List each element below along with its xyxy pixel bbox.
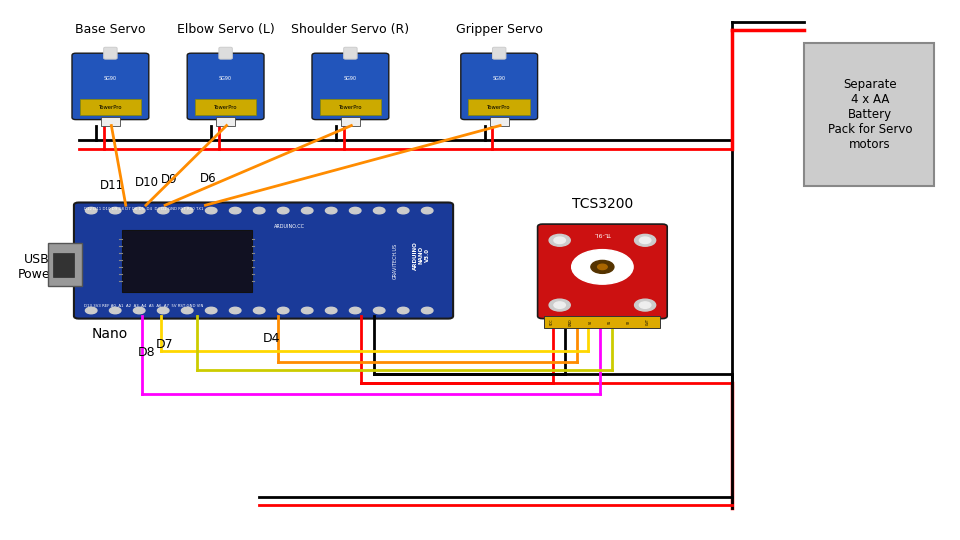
Circle shape	[397, 207, 409, 214]
FancyBboxPatch shape	[490, 117, 509, 126]
Text: GRAVITECH.US: GRAVITECH.US	[393, 242, 398, 279]
Circle shape	[181, 307, 193, 314]
FancyBboxPatch shape	[216, 117, 235, 126]
Circle shape	[301, 307, 313, 314]
Circle shape	[421, 207, 433, 214]
Text: S0: S0	[588, 320, 592, 324]
Text: TL-9L: TL-9L	[594, 231, 611, 236]
Circle shape	[635, 299, 656, 311]
Circle shape	[349, 207, 361, 214]
Text: SG90: SG90	[344, 76, 357, 81]
Circle shape	[554, 237, 565, 244]
Circle shape	[133, 207, 145, 214]
Text: D10: D10	[135, 176, 159, 189]
Circle shape	[590, 260, 614, 273]
Text: D6: D6	[200, 172, 216, 185]
FancyBboxPatch shape	[101, 117, 120, 126]
Circle shape	[325, 307, 337, 314]
Text: SG90: SG90	[104, 76, 117, 81]
FancyBboxPatch shape	[320, 99, 381, 116]
FancyBboxPatch shape	[122, 230, 252, 292]
FancyBboxPatch shape	[461, 53, 538, 120]
FancyBboxPatch shape	[53, 253, 74, 277]
Circle shape	[373, 207, 385, 214]
Circle shape	[349, 307, 361, 314]
Circle shape	[554, 302, 565, 308]
Circle shape	[229, 307, 241, 314]
Circle shape	[253, 307, 265, 314]
FancyBboxPatch shape	[538, 224, 667, 319]
Text: USB
Power: USB Power	[17, 253, 56, 281]
Circle shape	[205, 207, 217, 214]
Circle shape	[325, 207, 337, 214]
Text: Gripper Servo: Gripper Servo	[456, 23, 542, 36]
FancyBboxPatch shape	[468, 99, 530, 116]
Circle shape	[635, 234, 656, 246]
FancyBboxPatch shape	[80, 99, 141, 116]
FancyBboxPatch shape	[187, 53, 264, 120]
Circle shape	[277, 307, 289, 314]
Circle shape	[181, 207, 193, 214]
Text: TCS3200: TCS3200	[572, 197, 634, 211]
Circle shape	[639, 237, 651, 244]
Circle shape	[639, 302, 651, 308]
Text: S2: S2	[627, 320, 631, 324]
Circle shape	[85, 307, 97, 314]
Text: Shoulder Servo (R): Shoulder Servo (R)	[291, 23, 410, 36]
FancyBboxPatch shape	[344, 47, 357, 59]
Circle shape	[253, 207, 265, 214]
FancyBboxPatch shape	[544, 316, 660, 328]
Text: D4: D4	[263, 332, 280, 345]
Text: D9: D9	[161, 173, 178, 186]
FancyBboxPatch shape	[104, 47, 117, 59]
Text: TowerPro: TowerPro	[339, 105, 362, 110]
Circle shape	[157, 207, 169, 214]
Circle shape	[597, 264, 607, 269]
Circle shape	[277, 207, 289, 214]
Text: Separate
4 x AA
Battery
Pack for Servo
motors: Separate 4 x AA Battery Pack for Servo m…	[828, 78, 912, 151]
Circle shape	[373, 307, 385, 314]
FancyBboxPatch shape	[341, 117, 360, 126]
Circle shape	[85, 207, 97, 214]
Text: ARDUINO.CC: ARDUINO.CC	[275, 224, 305, 230]
Text: GND: GND	[569, 318, 573, 326]
FancyBboxPatch shape	[804, 43, 934, 186]
FancyBboxPatch shape	[219, 47, 232, 59]
Text: ARDUINO
NANO
V3.0: ARDUINO NANO V3.0	[413, 241, 430, 269]
FancyBboxPatch shape	[312, 53, 389, 120]
Circle shape	[229, 207, 241, 214]
Text: S1: S1	[608, 320, 612, 324]
Circle shape	[421, 307, 433, 314]
Text: TowerPro: TowerPro	[214, 105, 237, 110]
FancyBboxPatch shape	[72, 53, 149, 120]
Text: VCC: VCC	[550, 319, 554, 325]
Text: Elbow Servo (L): Elbow Servo (L)	[177, 23, 275, 36]
Circle shape	[549, 234, 570, 246]
FancyBboxPatch shape	[195, 99, 256, 116]
Circle shape	[549, 299, 570, 311]
Text: OUT: OUT	[646, 319, 650, 325]
Circle shape	[571, 249, 634, 284]
Text: D7: D7	[156, 338, 173, 350]
Text: Base Servo: Base Servo	[75, 23, 146, 36]
Circle shape	[109, 207, 121, 214]
Text: TowerPro: TowerPro	[99, 105, 122, 110]
Text: D11: D11	[100, 179, 124, 192]
Text: D12 D11 D10 D9 D8 D7 D6 D5  D4  D3 D2 GND RST RX0 TX1: D12 D11 D10 D9 D8 D7 D6 D5 D4 D3 D2 GND …	[84, 207, 203, 211]
Circle shape	[397, 307, 409, 314]
FancyBboxPatch shape	[74, 202, 453, 319]
Text: SG90: SG90	[219, 76, 232, 81]
Circle shape	[301, 207, 313, 214]
Text: TowerPro: TowerPro	[488, 105, 511, 110]
Text: Nano: Nano	[91, 327, 128, 341]
Text: D8: D8	[137, 346, 155, 359]
Circle shape	[133, 307, 145, 314]
FancyBboxPatch shape	[492, 47, 506, 59]
FancyBboxPatch shape	[48, 243, 82, 286]
Circle shape	[109, 307, 121, 314]
Text: SG90: SG90	[492, 76, 506, 81]
Circle shape	[205, 307, 217, 314]
Circle shape	[157, 307, 169, 314]
Text: D13 3V3 REF A0  A1  A2  A3  A4  A5  A6  A7  5V RST GND VIN: D13 3V3 REF A0 A1 A2 A3 A4 A5 A6 A7 5V R…	[84, 304, 203, 308]
